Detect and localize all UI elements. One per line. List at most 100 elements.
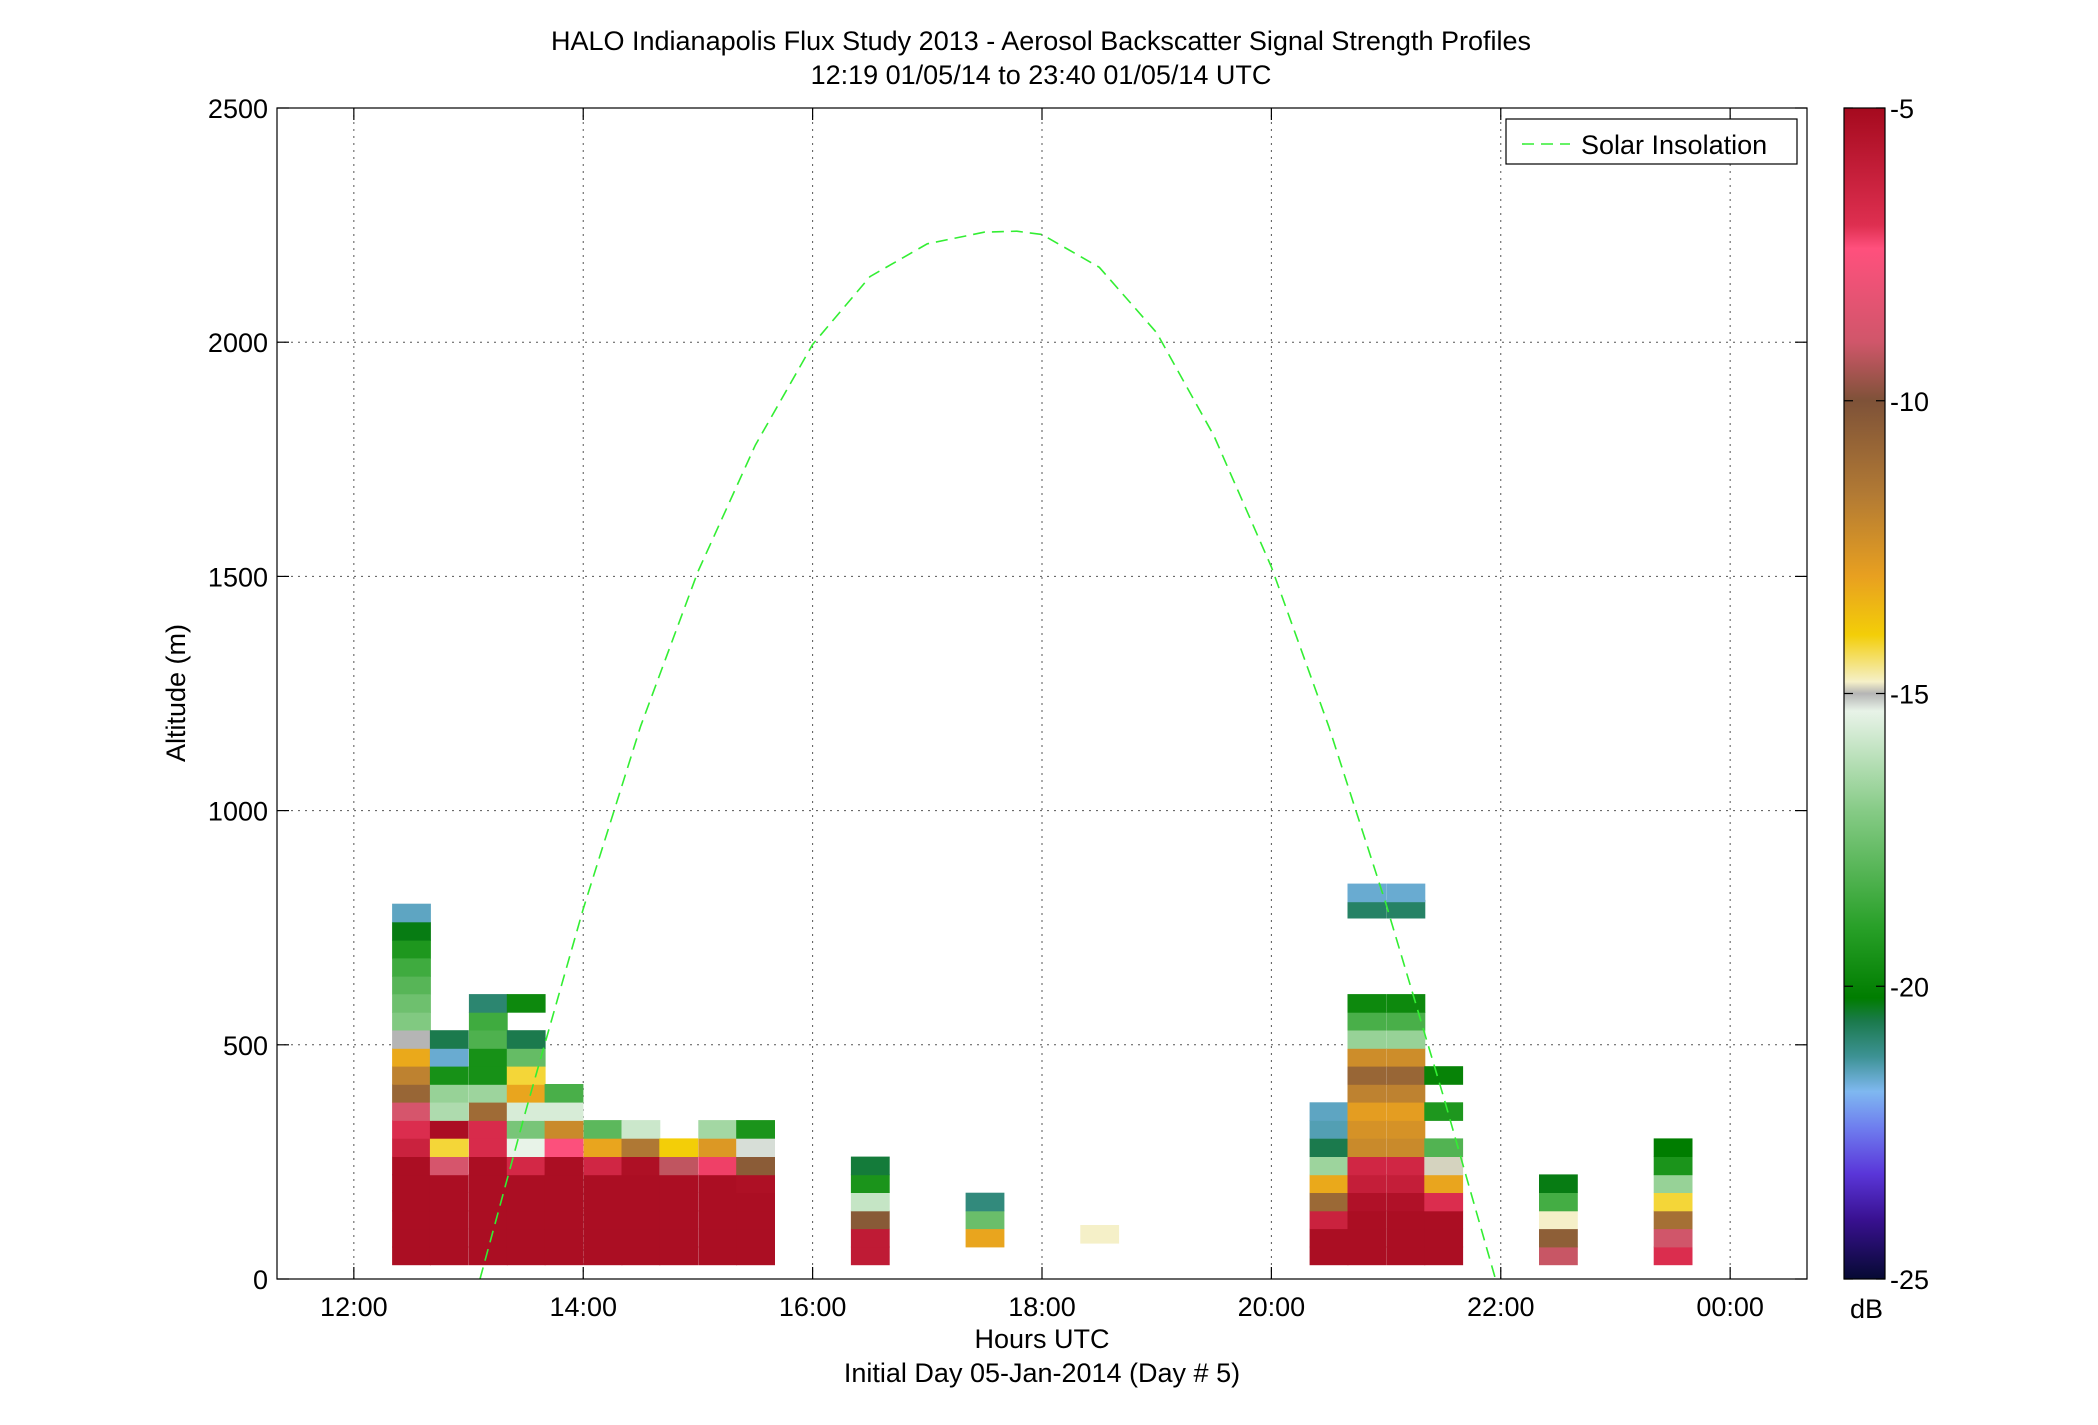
y-tick-label: 2500 <box>208 94 268 124</box>
backscatter-cell-15-4 <box>1386 1174 1426 1193</box>
backscatter-cell-3-12 <box>506 1030 546 1049</box>
backscatter-cell-17-2 <box>1539 1210 1578 1230</box>
backscatter-cell-5-5 <box>583 1156 623 1176</box>
backscatter-cells <box>392 883 1693 1266</box>
backscatter-cell-1-8 <box>429 1102 469 1121</box>
backscatter-cell-0-17 <box>392 939 431 959</box>
backscatter-cell-15-9 <box>1386 1084 1426 1103</box>
backscatter-cell-0-14 <box>392 994 431 1013</box>
backscatter-cell-4-7 <box>544 1120 584 1139</box>
backscatter-cell-5-6 <box>583 1138 623 1157</box>
backscatter-cell-1-12 <box>429 1030 469 1049</box>
backscatter-cell-7-3 <box>659 1192 699 1212</box>
backscatter-cell-14-4 <box>1347 1174 1387 1193</box>
backscatter-cell-11-1 <box>965 1210 1005 1230</box>
backscatter-cell-15-7 <box>1386 1120 1426 1139</box>
axis-ticks <box>277 107 1807 1280</box>
x-tick-label: 20:00 <box>1238 1292 1306 1322</box>
backscatter-cell-4-5 <box>544 1156 584 1176</box>
backscatter-cell-3-6 <box>506 1138 546 1157</box>
backscatter-cell-2-5 <box>468 1156 508 1176</box>
backscatter-cell-15-11 <box>1386 1048 1426 1067</box>
backscatter-cell-17-1 <box>1539 1228 1578 1248</box>
backscatter-cell-9-0 <box>736 1246 775 1266</box>
backscatter-cell-1-0 <box>429 1246 469 1266</box>
backscatter-cell-16-8 <box>1424 1066 1464 1085</box>
backscatter-cell-15-5 <box>1386 1156 1426 1176</box>
backscatter-cell-3-3 <box>506 1192 546 1212</box>
backscatter-cell-18-5 <box>1653 1156 1693 1176</box>
backscatter-cell-5-0 <box>583 1246 623 1266</box>
solar-insolation-line <box>479 230 1497 1279</box>
backscatter-cell-8-1 <box>698 1228 738 1248</box>
backscatter-cell-1-7 <box>429 1120 469 1139</box>
backscatter-cell-14-15 <box>1347 899 1387 919</box>
backscatter-cell-2-2 <box>468 1210 508 1230</box>
backscatter-cell-10-5 <box>850 1156 890 1176</box>
backscatter-cell-1-1 <box>429 1228 469 1248</box>
legend-box <box>1505 118 1798 165</box>
backscatter-cell-15-10 <box>1386 1066 1426 1085</box>
backscatter-cell-1-9 <box>429 1084 469 1103</box>
backscatter-cell-14-8 <box>1347 1102 1387 1121</box>
backscatter-cell-13-3 <box>1309 1192 1349 1212</box>
backscatter-cell-4-0 <box>544 1246 584 1266</box>
backscatter-cell-0-11 <box>392 1048 431 1067</box>
backscatter-cell-8-5 <box>698 1156 738 1176</box>
backscatter-cell-15-1 <box>1386 1228 1426 1248</box>
legend-entry-solar-insolation: Solar Insolation <box>1581 130 1767 160</box>
backscatter-cell-2-4 <box>468 1174 508 1193</box>
x-tick-label: 18:00 <box>1008 1292 1076 1322</box>
backscatter-cell-17-0 <box>1539 1246 1578 1266</box>
backscatter-cell-8-4 <box>698 1174 738 1193</box>
backscatter-cell-1-10 <box>429 1066 469 1085</box>
backscatter-cell-13-4 <box>1309 1174 1349 1193</box>
backscatter-cell-16-2 <box>1424 1210 1464 1230</box>
backscatter-cell-4-3 <box>544 1192 584 1212</box>
backscatter-cell-14-0 <box>1347 1246 1387 1266</box>
backscatter-cell-0-18 <box>392 922 431 941</box>
backscatter-cell-4-2 <box>544 1210 584 1230</box>
backscatter-cell-0-13 <box>392 1011 431 1031</box>
backscatter-cell-2-6 <box>468 1138 508 1157</box>
backscatter-cell-0-4 <box>392 1174 431 1193</box>
backscatter-cell-6-6 <box>621 1138 661 1157</box>
legend: Solar Insolation <box>1505 118 1798 165</box>
backscatter-cell-14-14 <box>1347 994 1387 1013</box>
backscatter-cell-12-0 <box>1080 1225 1120 1244</box>
backscatter-cell-2-7 <box>468 1120 508 1139</box>
backscatter-cell-18-4 <box>1653 1174 1693 1193</box>
backscatter-cell-8-3 <box>698 1192 738 1212</box>
backscatter-cell-3-1 <box>506 1228 546 1248</box>
backscatter-cell-9-1 <box>736 1228 775 1248</box>
backscatter-cell-7-0 <box>659 1246 699 1266</box>
backscatter-cell-13-2 <box>1309 1210 1349 1230</box>
y-tick-label: 1500 <box>208 562 268 592</box>
colorbar-label: dB <box>1850 1294 1883 1324</box>
backscatter-cell-14-11 <box>1347 1048 1387 1067</box>
backscatter-cell-14-6 <box>1347 1138 1387 1157</box>
backscatter-cell-9-6 <box>736 1138 775 1157</box>
backscatter-cell-8-2 <box>698 1210 738 1230</box>
backscatter-cell-3-5 <box>506 1156 546 1176</box>
backscatter-cell-8-7 <box>698 1120 738 1139</box>
backscatter-cell-0-9 <box>392 1084 431 1103</box>
backscatter-cell-14-3 <box>1347 1192 1387 1212</box>
backscatter-cell-6-0 <box>621 1246 661 1266</box>
backscatter-cell-5-3 <box>583 1192 623 1212</box>
backscatter-cell-14-1 <box>1347 1228 1387 1248</box>
backscatter-cell-2-11 <box>468 1048 508 1067</box>
x-axis-label: Hours UTC <box>974 1324 1109 1354</box>
backscatter-cell-10-0 <box>850 1246 890 1266</box>
backscatter-cell-10-2 <box>850 1210 890 1230</box>
backscatter-cell-16-4 <box>1424 1174 1464 1193</box>
backscatter-cell-13-8 <box>1309 1102 1349 1121</box>
x-axis-sublabel: Initial Day 05-Jan-2014 (Day # 5) <box>844 1358 1240 1388</box>
y-tick-label: 500 <box>223 1031 268 1061</box>
backscatter-cell-16-3 <box>1424 1192 1464 1212</box>
backscatter-cell-0-2 <box>392 1210 431 1230</box>
backscatter-cell-14-10 <box>1347 1066 1387 1085</box>
backscatter-cell-3-13 <box>506 994 546 1013</box>
backscatter-cell-0-6 <box>392 1138 431 1157</box>
backscatter-cell-0-5 <box>392 1156 431 1176</box>
